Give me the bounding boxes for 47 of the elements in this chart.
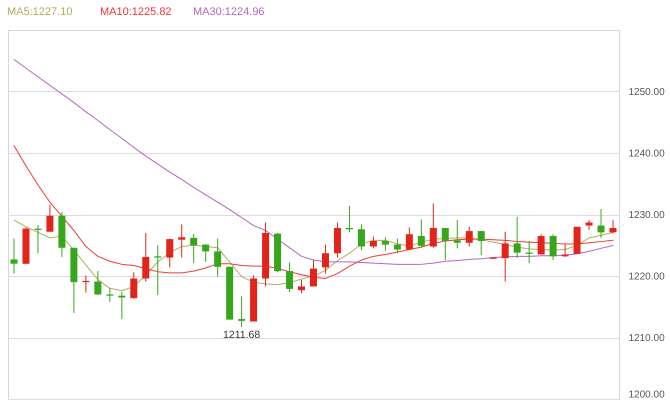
candlestick — [538, 234, 545, 255]
candlestick — [586, 220, 593, 230]
candlestick — [190, 234, 198, 264]
candlestick — [310, 260, 317, 287]
candlestick — [454, 220, 461, 249]
candlestick — [502, 231, 509, 282]
candlestick — [598, 208, 605, 238]
candlestick — [394, 238, 401, 254]
candlestick — [358, 224, 365, 251]
candlestick — [382, 236, 389, 252]
candlestick — [130, 272, 138, 300]
candlestick — [238, 296, 246, 328]
y-tick-label: 1220.00 — [628, 272, 666, 282]
candlestick — [346, 205, 353, 233]
candlestick — [442, 228, 449, 261]
candlestick — [214, 238, 222, 278]
candlestick — [526, 240, 533, 264]
candlestick — [10, 238, 18, 274]
candlestick — [94, 270, 102, 296]
text: MA30:1224.96 — [193, 5, 266, 19]
y-tick-label: 1230.00 — [628, 210, 666, 221]
candlestick — [202, 244, 210, 262]
candlestick — [562, 244, 569, 258]
text: MA10:1225.82 — [100, 5, 173, 19]
candlestick — [418, 218, 425, 248]
y-tick-label: 1200.00 — [628, 390, 666, 400]
candlestick — [118, 291, 126, 320]
candlestick — [466, 226, 473, 247]
y-tick-label: 1250.00 — [628, 87, 666, 98]
candlestick — [370, 236, 377, 249]
candlestick — [430, 202, 437, 248]
candlestick — [550, 234, 557, 261]
candlestick — [286, 262, 294, 292]
candlestick — [34, 224, 42, 254]
annotation: 1211.68 — [223, 329, 260, 342]
y-tick-label: 1210.00 — [628, 333, 666, 344]
candlestick — [322, 244, 329, 274]
text: MA5:1227.10 — [7, 5, 74, 19]
candlestick — [166, 238, 174, 268]
y-tick-label: 1240.00 — [628, 148, 666, 160]
candlestick — [298, 279, 306, 294]
candlestick — [610, 220, 617, 234]
candlestick — [46, 204, 54, 232]
candlestick — [142, 232, 150, 282]
candlestick — [478, 230, 485, 256]
candlestick — [406, 226, 413, 251]
candlestick — [514, 216, 521, 259]
